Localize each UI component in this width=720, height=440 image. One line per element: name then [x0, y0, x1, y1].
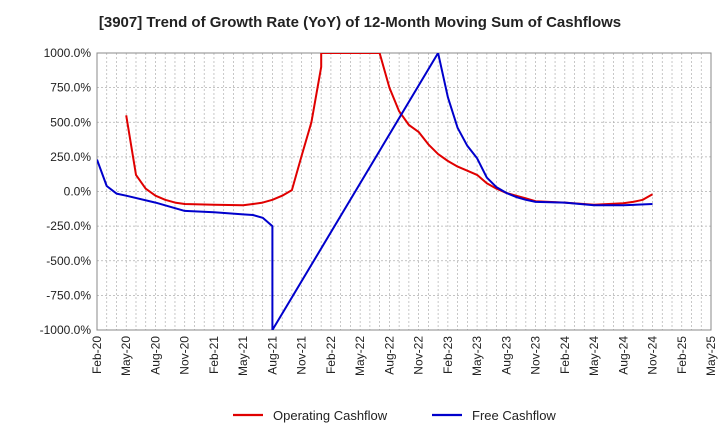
- x-tick-label: Nov-21: [295, 336, 309, 375]
- chart-title: [3907] Trend of Growth Rate (YoY) of 12-…: [98, 14, 622, 31]
- x-tick-label: Nov-24: [646, 336, 660, 375]
- y-tick-label: -250.0%: [46, 219, 91, 233]
- x-tick-label: Feb-23: [441, 336, 455, 374]
- series-line-free-cashflow: [97, 53, 653, 330]
- x-tick-label: May-21: [236, 336, 250, 376]
- x-tick-label: Aug-24: [616, 336, 630, 375]
- x-tick-label: May-24: [587, 336, 601, 376]
- y-tick-label: -1000.0%: [40, 323, 92, 337]
- x-tick-label: Aug-20: [148, 336, 162, 375]
- legend-label: Free Cashflow: [472, 408, 556, 423]
- x-tick-label: May-25: [704, 336, 718, 376]
- plot-area: [97, 53, 711, 330]
- x-tick-label: Nov-20: [178, 336, 192, 375]
- x-tick-label: Feb-22: [324, 336, 338, 374]
- x-tick-label: Nov-23: [529, 336, 543, 375]
- y-tick-label: -500.0%: [46, 254, 91, 268]
- x-tick-label: Feb-25: [675, 336, 689, 374]
- x-tick-label: May-22: [353, 336, 367, 376]
- y-tick-label: 750.0%: [50, 81, 91, 95]
- y-tick-label: 0.0%: [64, 185, 92, 199]
- x-tick-label: Feb-20: [90, 336, 104, 374]
- x-tick-label: Nov-22: [412, 336, 426, 375]
- x-tick-label: Aug-23: [499, 336, 513, 375]
- x-tick-label: Aug-21: [265, 336, 279, 375]
- y-tick-label: -750.0%: [46, 288, 91, 302]
- x-tick-label: Feb-21: [207, 336, 221, 374]
- y-tick-label: 1000.0%: [44, 46, 92, 60]
- y-tick-label: 250.0%: [50, 150, 91, 164]
- legend-label: Operating Cashflow: [273, 408, 388, 423]
- legend: Operating Cashflow Free Cashflow: [233, 408, 556, 423]
- axis-layer: 1000.0% 750.0% 500.0% 250.0% 0.0% -250.0% -500…: [40, 46, 718, 376]
- x-tick-label: May-23: [470, 336, 484, 376]
- x-tick-label: May-20: [119, 336, 133, 376]
- x-tick-label: Aug-22: [382, 336, 396, 375]
- x-tick-label: Feb-24: [558, 336, 572, 374]
- plot-frame: [96, 52, 712, 331]
- y-tick-label: 500.0%: [50, 115, 91, 129]
- series-layer: [97, 53, 653, 330]
- grid-layer: [96, 52, 712, 331]
- series-line-operating-cashflow: [125, 53, 653, 207]
